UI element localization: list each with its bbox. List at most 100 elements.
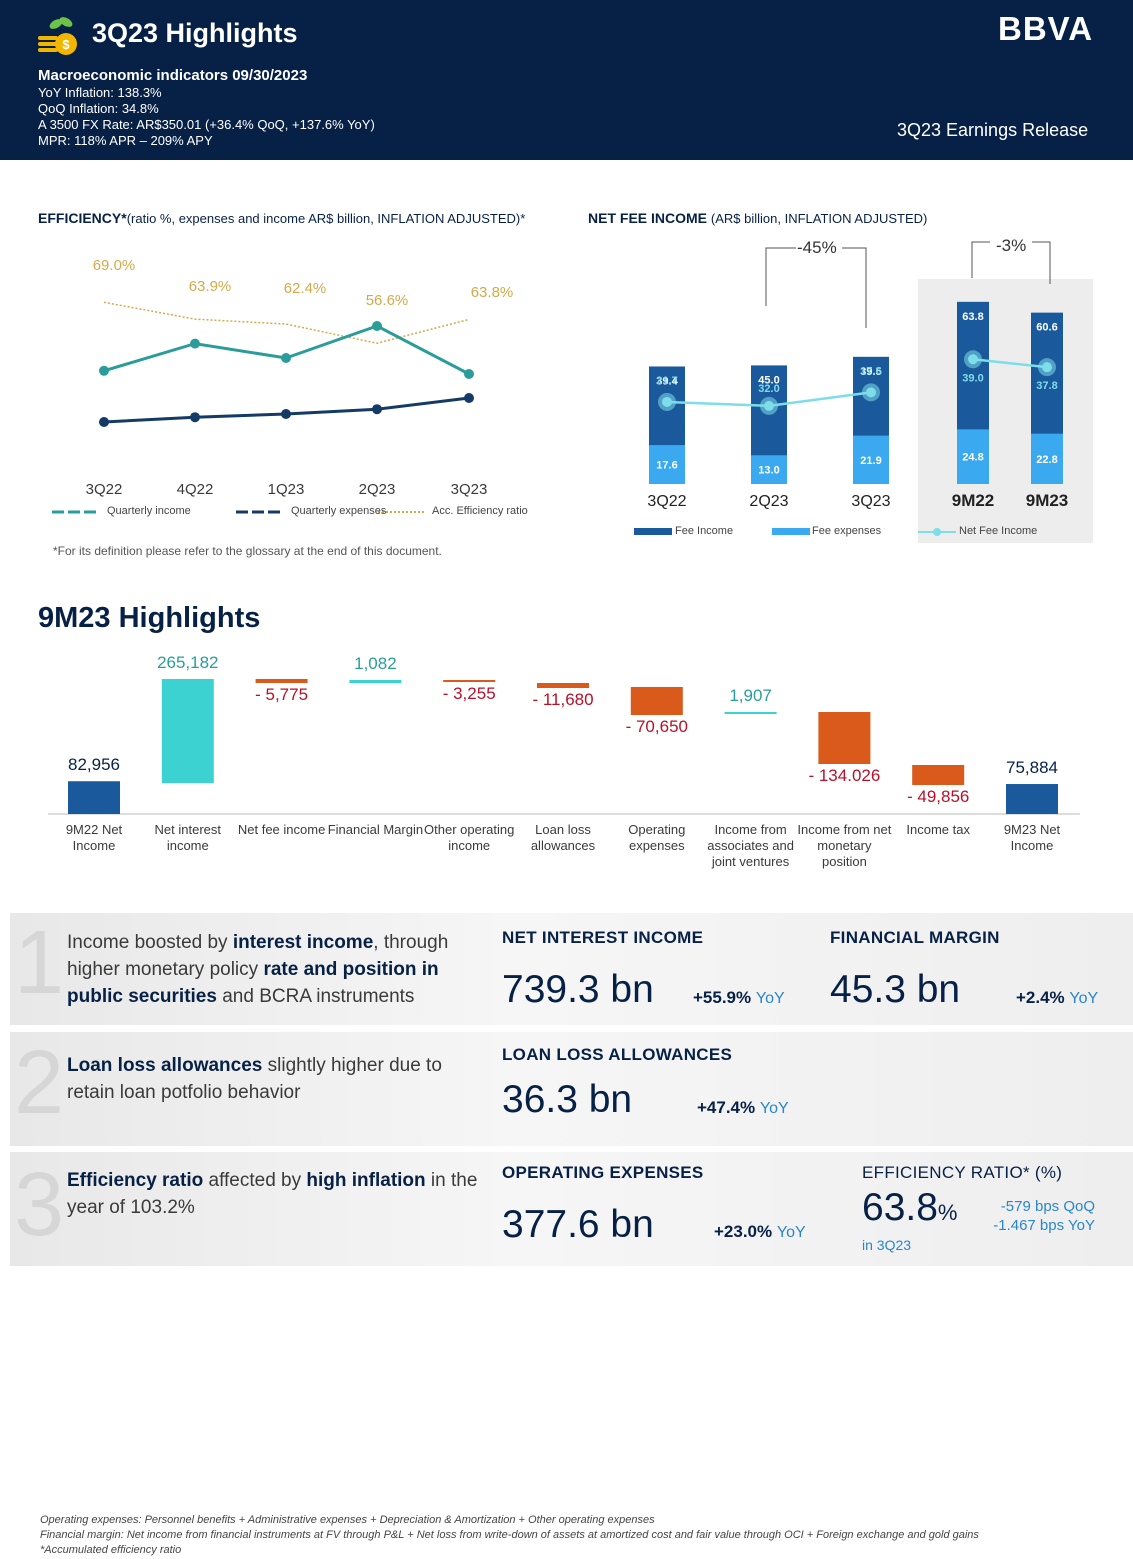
waterfall-category-label: Operating expenses (628, 822, 686, 853)
kpi-period: YoY (759, 1100, 789, 1117)
kpi-delta-value: +23.0% (714, 1222, 773, 1241)
fee-x-label: 3Q23 (851, 493, 890, 510)
net-fee-label: 32.0 (758, 383, 779, 395)
waterfall-value: 75,884 (1006, 758, 1058, 778)
net-fee-title-text: NET FEE INCOME (588, 210, 708, 226)
fee-expense-label: 17.6 (656, 460, 677, 472)
x-tick-label: 2Q23 (359, 481, 396, 498)
expenses-point (190, 412, 200, 423)
fee-income-label: 39.5 (860, 366, 881, 378)
efficiency-footnote: *For its definition please refer to the … (53, 544, 442, 558)
macro-line: A 3500 FX Rate: AR$350.01 (+36.4% QoQ, +… (38, 117, 375, 132)
net-fee-point (1042, 362, 1052, 373)
waterfall-bar (443, 680, 496, 682)
header-banner (0, 0, 1133, 160)
waterfall-category-label: Income tax (906, 822, 970, 837)
income-point (281, 353, 291, 363)
efficiency-chart: 69.0% 63.9% 62.4% 56.6% 63.8% 3Q22 4Q22 1Q23 2Q… (86, 257, 514, 498)
text-part: Income boosted by (67, 932, 233, 953)
text-part-bold: rate and position in public securities (67, 959, 439, 1007)
highlight-panel-1 (10, 913, 1133, 1025)
net-fee-label: 37.8 (1036, 380, 1057, 392)
text-part: , through higher monetary policy (67, 932, 449, 980)
income-point (190, 338, 200, 349)
text-part-bold: Loan loss allowances (67, 1055, 263, 1076)
waterfall-value: 1,907 (729, 686, 772, 705)
fee-expense-bar (1031, 433, 1063, 484)
waterfall-bar (349, 680, 402, 683)
kpi-period: YoY (776, 1224, 806, 1241)
text-part: slightly higher due to retain loan potfo… (67, 1055, 442, 1103)
legend-fee-income-label: Fee Income (675, 525, 734, 537)
panel-number: 3 (14, 1155, 65, 1255)
fee-expense-label: 22.8 (1036, 454, 1057, 466)
waterfall-category-label: Net interest income (154, 822, 222, 853)
macro-line: YoY Inflation: 138.3% (38, 85, 162, 100)
kpi-delta-value: +47.4% (697, 1098, 756, 1117)
kpi-value: 739.3 bn (502, 968, 654, 1011)
waterfall-category-label: Income from net monetary position (797, 822, 892, 869)
legend-ratio-label: Acc. Efficiency ratio (432, 505, 528, 517)
waterfall-value: 82,956 (68, 755, 120, 775)
legend-income-label: Quarterly income (107, 505, 191, 517)
efficiency-title: EFFICIENCY*(ratio %, expenses and income… (38, 210, 525, 226)
waterfall-value: - 70,650 (625, 717, 688, 736)
panel-3-text: Efficiency ratio affected by high inflat… (67, 1167, 487, 1221)
expenses-point (99, 417, 109, 427)
kpi-delta: +55.9% YoY (693, 988, 785, 1008)
highlight-panel-3 (10, 1152, 1133, 1266)
footnote: Operating expenses: Personnel benefits +… (40, 1514, 655, 1526)
net-fee-point (866, 387, 876, 398)
efficiency-title-text: EFFICIENCY* (38, 210, 127, 226)
legend-expenses-label: Quarterly expenses (291, 505, 387, 517)
highlight-panel-2 (10, 1032, 1133, 1146)
waterfall-value: 265,182 (157, 653, 219, 672)
net-fee-label: 21.7 (656, 375, 677, 387)
net-fee-subtitle: (AR$ billion, INFLATION ADJUSTED) (710, 211, 928, 226)
legend-fee-income-swatch (634, 528, 672, 535)
change-quarter-label: -45% (797, 238, 837, 257)
money-plant-icon: $ (36, 14, 80, 58)
kpi-delta: +2.4% YoY (1016, 988, 1098, 1008)
waterfall-category-label: Loan loss allowances (530, 822, 596, 853)
waterfall-value: - 11,680 (532, 690, 594, 709)
nine-month-panel (918, 279, 1093, 543)
legend-fee-expense-swatch (772, 528, 810, 535)
fee-expense-bar (957, 429, 989, 484)
waterfall-bar (630, 687, 683, 715)
waterfall-bar (912, 765, 965, 785)
waterfall-bar (255, 679, 308, 683)
net-fee-label: 39.0 (962, 372, 983, 384)
waterfall-value: 1,082 (354, 654, 397, 673)
panel-1-text: Income boosted by interest income, throu… (67, 929, 487, 1010)
ratio-label: 56.6% (366, 292, 409, 309)
income-point (372, 321, 382, 331)
fee-income-label: 39.4 (656, 375, 678, 387)
fee-expense-bar (751, 455, 787, 484)
kpi-delta-value: +2.4% (1016, 988, 1065, 1007)
svg-text:$: $ (62, 37, 70, 52)
kpi-value: 377.6 bn (502, 1203, 654, 1246)
fee-x-label: 9M22 (952, 491, 995, 510)
kpi-value: 63.8% (862, 1186, 957, 1230)
waterfall-chart (48, 679, 1080, 815)
income-line (103, 324, 470, 376)
macro-line: MPR: 118% APR – 209% APY (38, 133, 213, 148)
panel-2-text: Loan loss allowances slightly higher due… (67, 1052, 487, 1106)
efficiency-subtitle: (ratio %, expenses and income AR$ billio… (126, 211, 526, 226)
waterfall-bar (818, 712, 871, 764)
text-part-bold: high inflation (306, 1170, 426, 1191)
fee-expense-label: 21.9 (860, 455, 881, 467)
legend-net-fee-label: Net Fee Income (959, 525, 1038, 537)
waterfall-category-label: 9M22 Net Income (65, 822, 123, 853)
x-tick-label: 4Q22 (177, 481, 214, 498)
kpi-yoy: -1.467 bps YoY (993, 1217, 1095, 1234)
net-fee-point (662, 396, 672, 407)
highlights-title: 9M23 Highlights (38, 602, 261, 634)
text-part: in the year of 103.2% (67, 1170, 478, 1218)
change-9m-label: -3% (996, 236, 1027, 255)
fee-income-label: 60.6 (1036, 322, 1057, 334)
net-fee-label: 17.6 (860, 365, 881, 377)
waterfall-category-label: Net fee income (237, 822, 326, 837)
text-part-bold: interest income (232, 932, 374, 953)
